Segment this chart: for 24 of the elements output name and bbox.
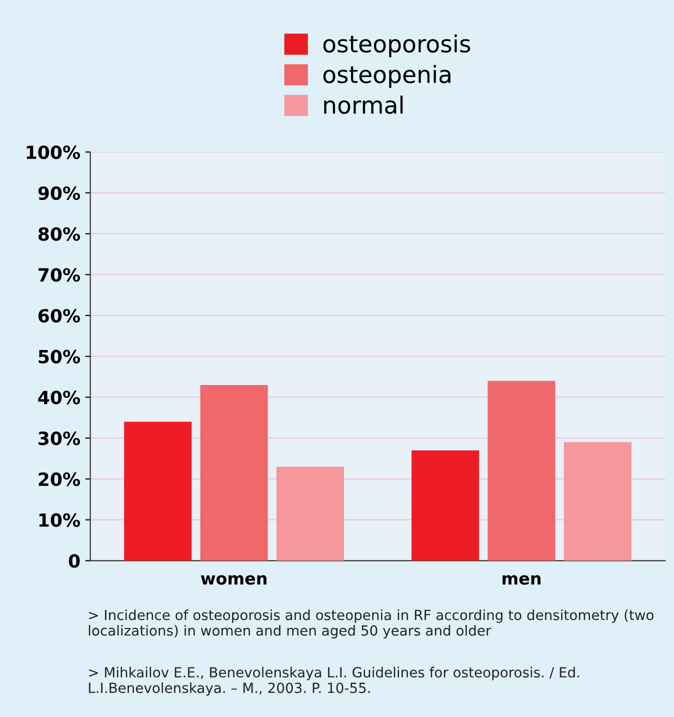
y-tick-label: 90% <box>38 186 80 200</box>
bar <box>124 422 192 561</box>
text: > Incidence of osteoporosis and osteopenia in RF according to densitometry (two localizations) in women and men aged 50 years and older <box>88 609 654 638</box>
bar <box>412 450 480 561</box>
legend-label: osteopenia <box>323 64 450 88</box>
y-tick-label: 10% <box>39 513 80 527</box>
legend-label: normal <box>324 96 403 114</box>
y-tick-label: 30% <box>38 432 80 446</box>
y-tick-label: 100% <box>26 145 80 160</box>
bar <box>488 380 556 561</box>
x-tick-label: men <box>502 575 540 585</box>
y-tick-label: 0 <box>68 554 80 568</box>
legend-label: osteoporosis <box>323 34 470 58</box>
y-tick-label: 40% <box>38 390 80 404</box>
bar <box>276 466 344 561</box>
y-tick-label: 20% <box>38 472 80 486</box>
y-tick-label: 60% <box>38 308 80 323</box>
y-tick-label: 70% <box>38 268 80 282</box>
y-tick-label: 80% <box>38 227 80 241</box>
text: > Mihkailov E.E., Benevolenskaya L.I. Guidelines for osteoporosis. / Ed. L.I.Benevolenskaya. – M., 2003. P. 10-55. <box>88 666 580 696</box>
bar <box>564 442 632 561</box>
x-tick-label: women <box>200 575 266 585</box>
bar <box>200 384 268 561</box>
y-tick-label: 50% <box>38 350 80 364</box>
